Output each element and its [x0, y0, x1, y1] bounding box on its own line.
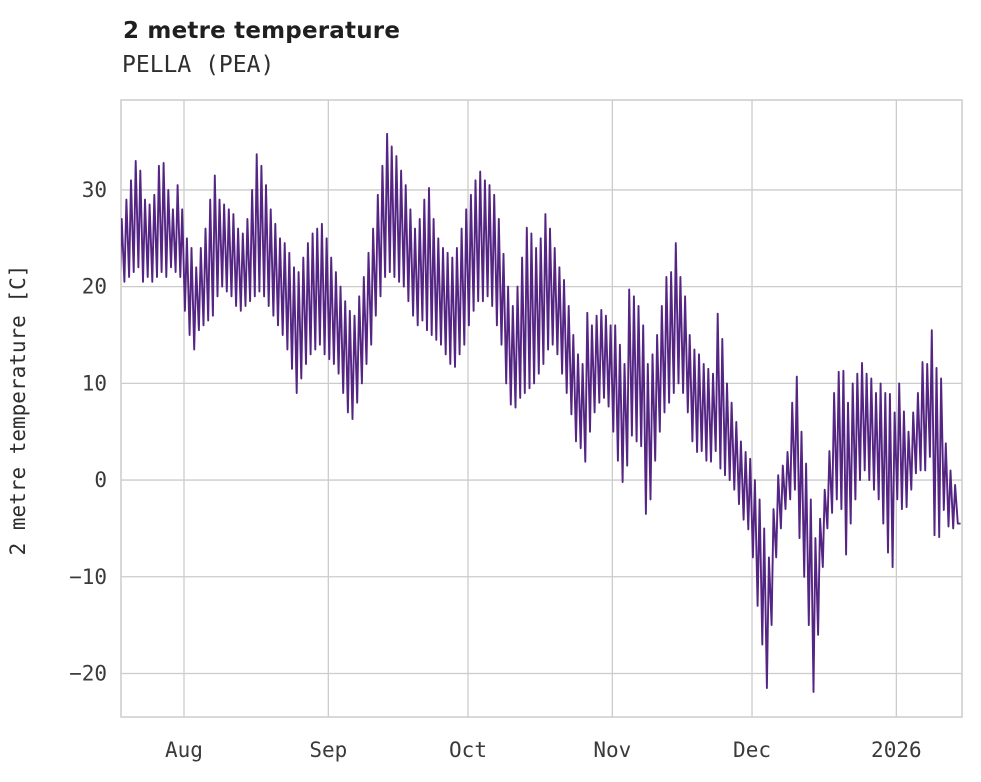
- y-tick-label: 30: [82, 178, 107, 202]
- x-tick-label: Aug: [165, 738, 203, 762]
- x-tick-label: Sep: [309, 738, 347, 762]
- x-tick-label: Oct: [449, 738, 487, 762]
- x-tick-label: 2026: [871, 738, 922, 762]
- x-tick-label: Dec: [733, 738, 771, 762]
- y-tick-label: 10: [82, 371, 107, 395]
- plot-border: [120, 99, 963, 718]
- y-tick-label: 0: [94, 468, 107, 492]
- temperature-line: [121, 132, 961, 693]
- chart-title: 2 metre temperature: [123, 18, 401, 44]
- chart-subtitle: PELLA (PEA): [122, 52, 275, 78]
- y-tick-label: 20: [82, 275, 107, 299]
- x-tick-label: Nov: [593, 738, 631, 762]
- y-tick-label: −20: [69, 661, 107, 685]
- y-tick-label: −10: [69, 565, 107, 589]
